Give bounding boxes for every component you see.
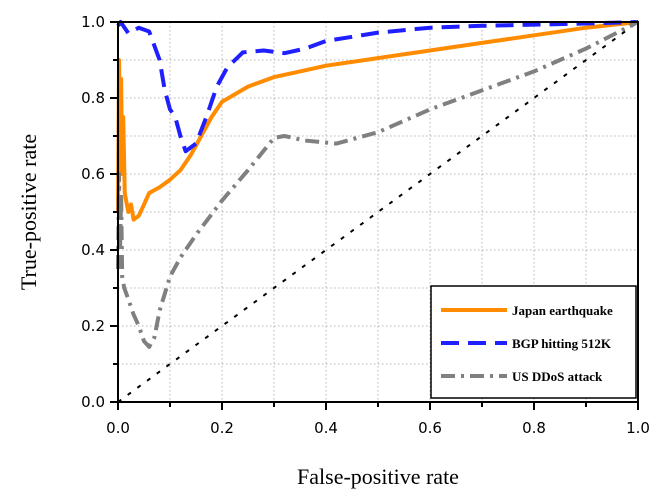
x-axis-title: False-positive rate: [297, 464, 459, 489]
y-tick-label: 0.2: [81, 317, 105, 335]
y-tick-label: 1.0: [81, 13, 105, 31]
x-tick-label: 1.0: [626, 419, 650, 437]
series-line-bgp-hitting-512k: [116, 20, 639, 154]
y-axis-title: True-positive rate: [16, 134, 41, 290]
series-line-us-ddos-attack: [116, 20, 639, 349]
x-tick-label: 0.2: [210, 419, 234, 437]
y-tick-label: 0.4: [81, 241, 105, 259]
y-tick-label: 0.6: [81, 165, 105, 183]
legend-box: [430, 285, 637, 399]
legend-entries: Japan earthquake BGP hitting 512K US DDoS …: [441, 303, 613, 384]
legend: Japan earthquake BGP hitting 512K US DDoS …: [430, 285, 637, 399]
legend-label: US DDoS attack: [512, 369, 603, 384]
legend-label: Japan earthquake: [512, 303, 613, 318]
x-tick-label: 0.8: [522, 419, 546, 437]
series-layer: [116, 20, 639, 403]
x-tick-label: 0.6: [418, 419, 442, 437]
series-line-japan-earthquake: [116, 20, 639, 222]
x-tick-label: 0.0: [106, 419, 130, 437]
x-tick-label: 0.4: [314, 419, 338, 437]
y-tick-label: 0.8: [81, 89, 105, 107]
y-tick-label: 0.0: [81, 393, 105, 411]
legend-label: BGP hitting 512K: [512, 336, 612, 351]
tick-layer: 0.0 0.2 0.4 0.6 0.8 1.0 0.0 0.2 0.4 0.6 0.8 1.0: [81, 13, 650, 437]
